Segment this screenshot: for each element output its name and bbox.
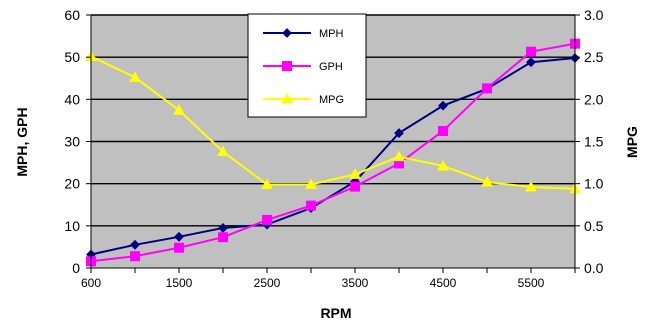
mph-line [90, 57, 576, 256]
mpg-point [437, 159, 449, 171]
mph-point [438, 100, 448, 111]
mpg-point [393, 150, 405, 162]
y2-tick-label: 1.0 [584, 176, 604, 192]
mpg-point [261, 178, 273, 190]
mpg-point [481, 175, 493, 187]
y2-axis-label: MPG [624, 126, 640, 158]
y-axis-label: MPH, GPH [14, 107, 30, 176]
x-tick-label: 5500 [518, 276, 545, 290]
mpg-point [173, 104, 185, 115]
y-tick-label: 60 [64, 7, 80, 23]
mpg-point [349, 168, 361, 179]
gph-point [130, 251, 140, 262]
y-tick-label: 50 [64, 49, 80, 65]
gph-point [482, 83, 492, 94]
y2-tick-label: 0.0 [584, 260, 604, 276]
y-tick-label: 30 [64, 134, 80, 150]
legend-label-mph: MPH [319, 28, 344, 40]
gph-point [174, 242, 184, 253]
legend-label-mpg: MPG [319, 94, 344, 106]
mpg-point [129, 71, 141, 82]
y2-tick-label: 2.0 [584, 91, 604, 107]
gph-point [526, 46, 536, 57]
legend-marker-gph [282, 61, 292, 71]
y2-tick-label: 0.5 [584, 218, 604, 234]
gph-point [350, 181, 360, 192]
mph-point [526, 57, 536, 68]
y-tick-label: 40 [64, 91, 80, 107]
series-layer [85, 38, 581, 267]
mph-point [174, 231, 184, 242]
x-axis-label: RPM [320, 305, 351, 321]
y2-tick-label: 1.5 [584, 134, 604, 150]
x-tick-label: 3500 [342, 276, 369, 290]
gph-point [306, 200, 316, 211]
gph-point [394, 158, 404, 169]
axes: 0 10 20 30 40 50 60 0.0 0.5 1.0 1.5 2.0 2.5 3.0 600 150… [64, 7, 603, 290]
gph-point [438, 125, 448, 136]
mpg-line [90, 55, 576, 190]
x-tick-label: 2500 [254, 276, 281, 290]
y-tick-label: 10 [64, 218, 80, 234]
legend-marker-mpg [281, 92, 293, 104]
x-tick-label: 4500 [430, 276, 457, 290]
gph-point [218, 232, 228, 243]
x-tick-label: 600 [81, 276, 101, 290]
legend-marker-mph [282, 28, 292, 38]
mph-point [130, 239, 140, 250]
mpg-point [217, 145, 229, 157]
mpg-point [305, 178, 317, 190]
gph-point [262, 214, 272, 225]
y2-tick-label: 3.0 [584, 7, 604, 23]
legend: MPH GPH MPG [247, 13, 367, 118]
mph-point [218, 223, 228, 233]
legend-label-gph: GPH [319, 61, 343, 73]
mph-point [394, 128, 404, 138]
mpg-point [525, 181, 537, 192]
y2-tick-label: 2.5 [584, 49, 604, 65]
x-tick-label: 1500 [166, 276, 193, 290]
gph-line [90, 42, 576, 263]
y-tick-label: 0 [72, 260, 80, 276]
y-tick-label: 20 [64, 176, 80, 192]
